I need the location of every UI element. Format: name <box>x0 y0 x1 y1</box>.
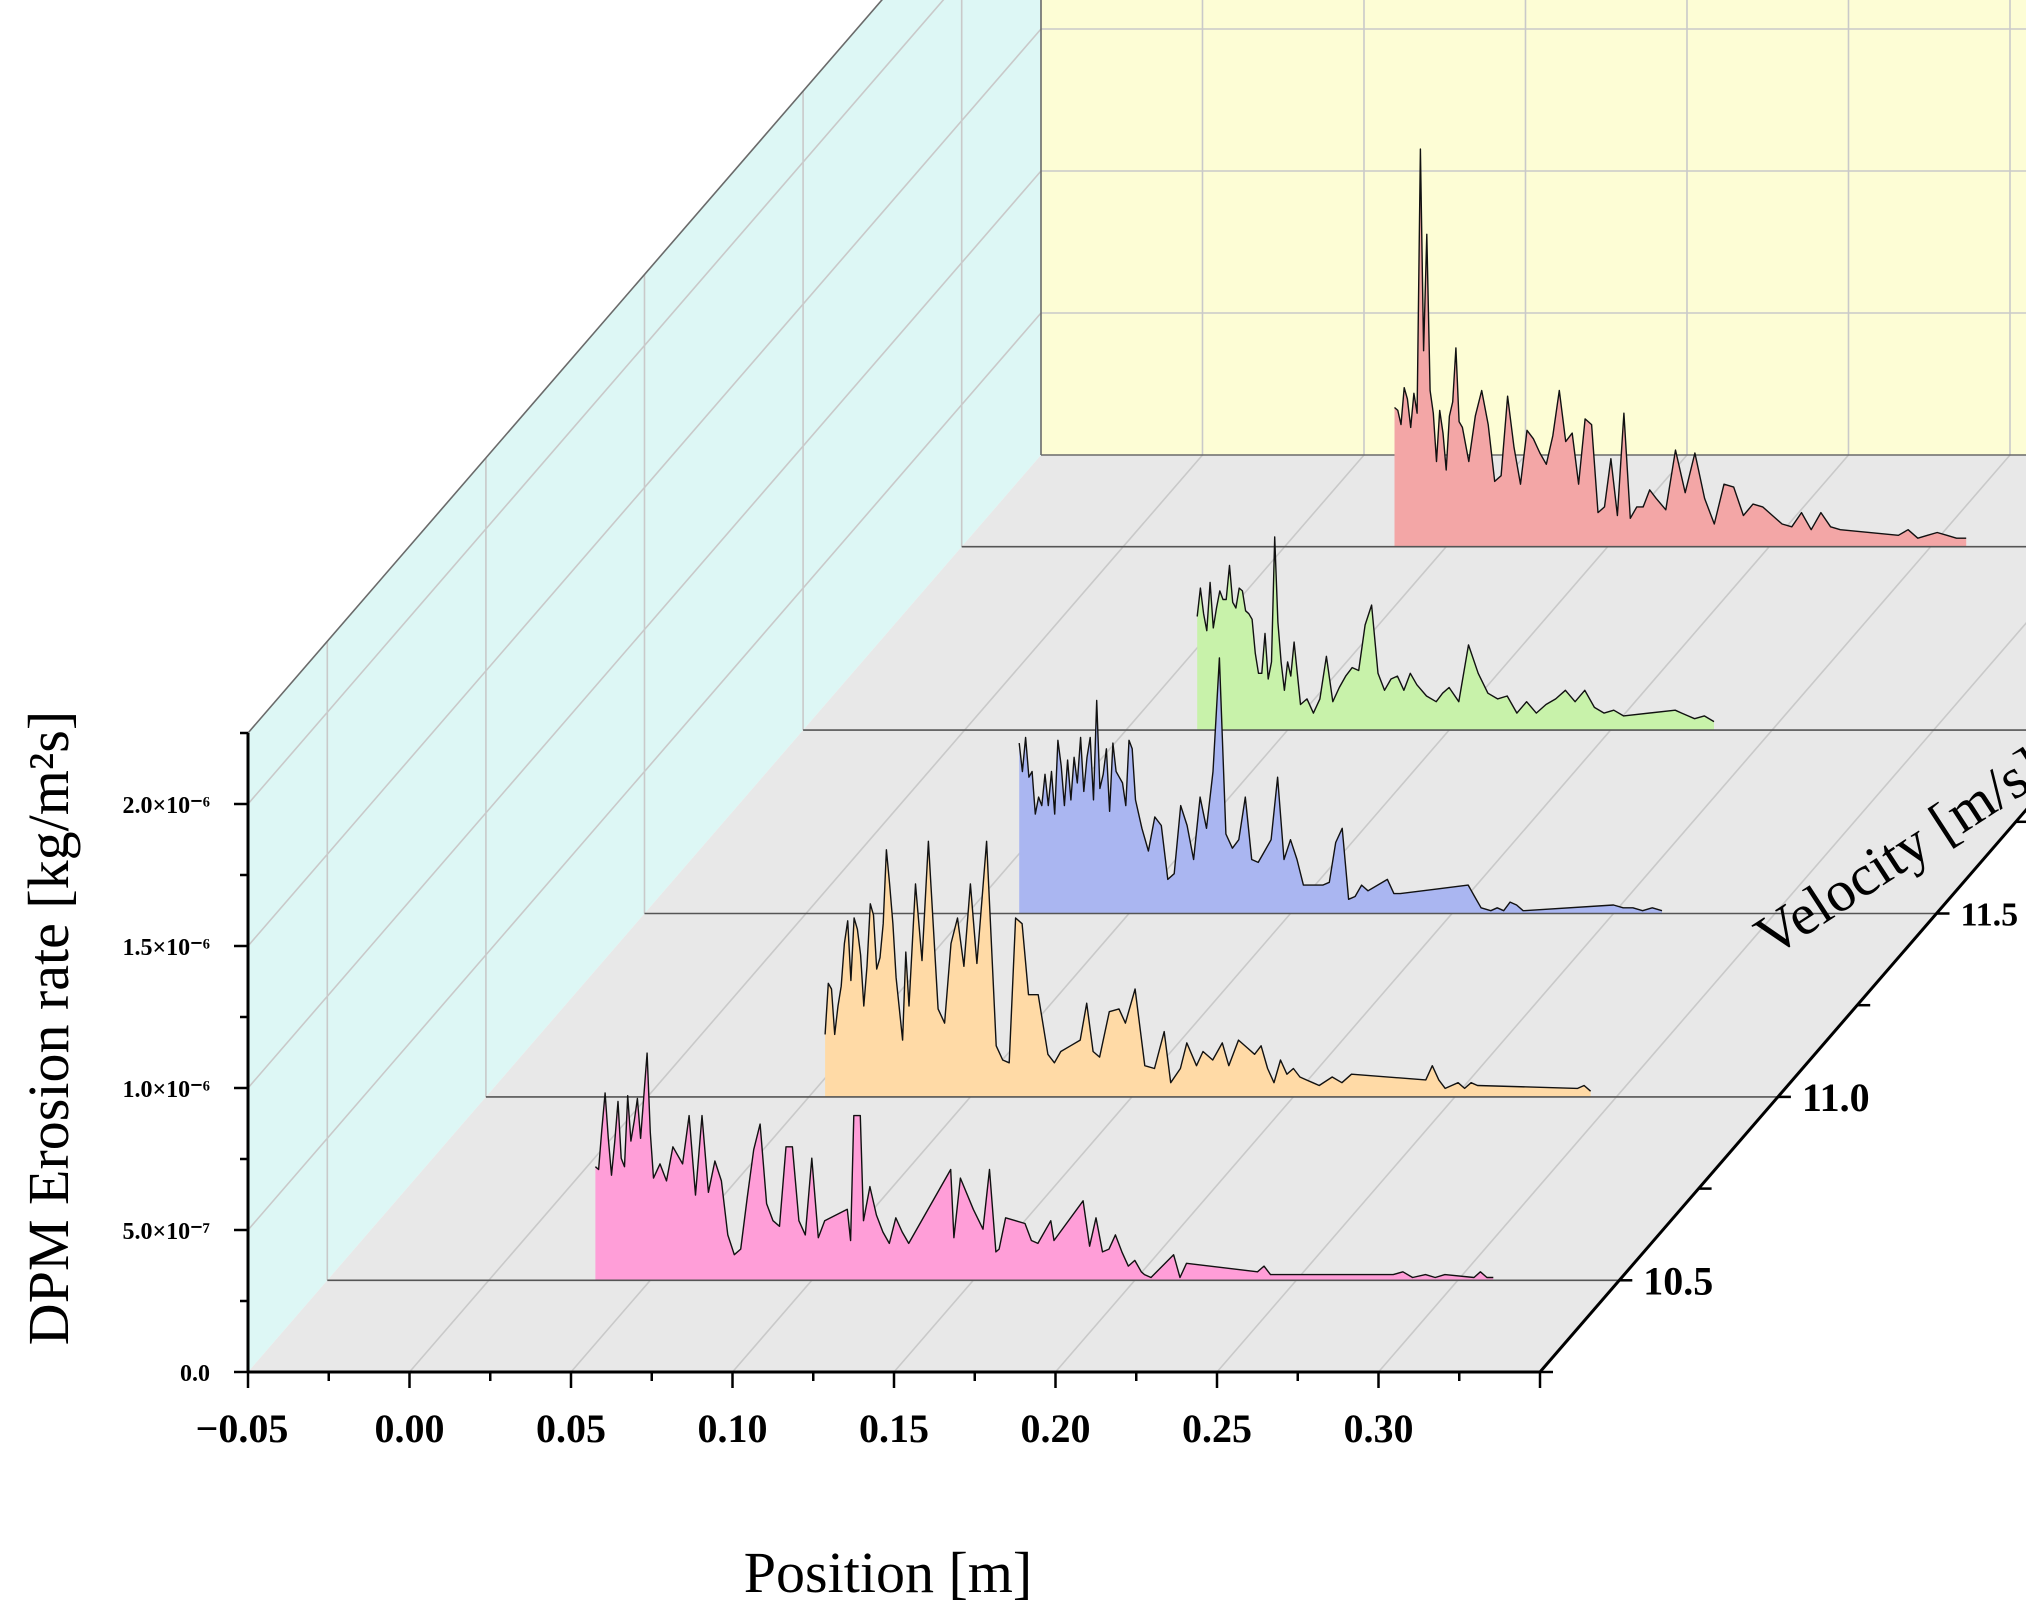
x-axis-title: Position [m] <box>744 1540 1032 1605</box>
axes <box>234 731 2026 1388</box>
z-tick-label: 2.0×10⁻⁶ <box>122 793 210 819</box>
x-tick-label: −0.05 <box>196 1406 289 1451</box>
series-area-11.5 <box>1019 657 1662 914</box>
x-tick-label: 0.05 <box>536 1406 606 1451</box>
series-line-11.5 <box>1018 657 1663 912</box>
wall-edge <box>247 0 883 734</box>
series-line-12.0 <box>1196 536 1715 723</box>
series-layer <box>327 148 2026 1282</box>
x-tick-label: 0.25 <box>1182 1406 1252 1451</box>
z-axis-title: DPM Erosion rate [kg/m²s] <box>16 711 81 1345</box>
series-area-12.5 <box>1394 149 1967 547</box>
tick-labels: −0.05 0.00 0.05 0.10 0.15 0.20 0.25 0.30 0.0 5.0×… <box>122 793 2019 1451</box>
velocity-tick-label: 11.5 <box>1961 897 2019 934</box>
x-tick-label: 0.15 <box>859 1406 929 1451</box>
velocity-tick-label: 11.0 <box>1802 1075 1870 1120</box>
series-line-11.0 <box>824 840 1592 1092</box>
series-line-10.5 <box>594 1052 1494 1279</box>
back-wall <box>1041 0 2026 455</box>
series-12.0 <box>803 536 2026 731</box>
series-10.5 <box>327 1052 1620 1282</box>
series-line-12.5 <box>1394 148 1967 539</box>
series-area-12.0 <box>1197 537 1714 731</box>
series-11.5 <box>644 657 1937 915</box>
velocity-tick-label: 10.5 <box>1643 1258 1713 1303</box>
x-tick-label: 0.20 <box>1021 1406 1091 1451</box>
series-12.5 <box>961 148 2026 548</box>
series-11.0 <box>485 840 1778 1098</box>
x-tick-label: 0.30 <box>1344 1406 1414 1451</box>
series-area-11.0 <box>825 841 1591 1097</box>
z-tick-label: 0.0 <box>180 1361 210 1387</box>
z-tick-label: 1.0×10⁻⁶ <box>122 1077 210 1103</box>
x-tick-label: 0.00 <box>375 1406 445 1451</box>
x-tick-label: 0.10 <box>698 1406 768 1451</box>
z-tick-label: 1.5×10⁻⁶ <box>122 935 210 961</box>
series-area-10.5 <box>595 1053 1494 1281</box>
z-tick-label: 5.0×10⁻⁷ <box>122 1219 210 1245</box>
